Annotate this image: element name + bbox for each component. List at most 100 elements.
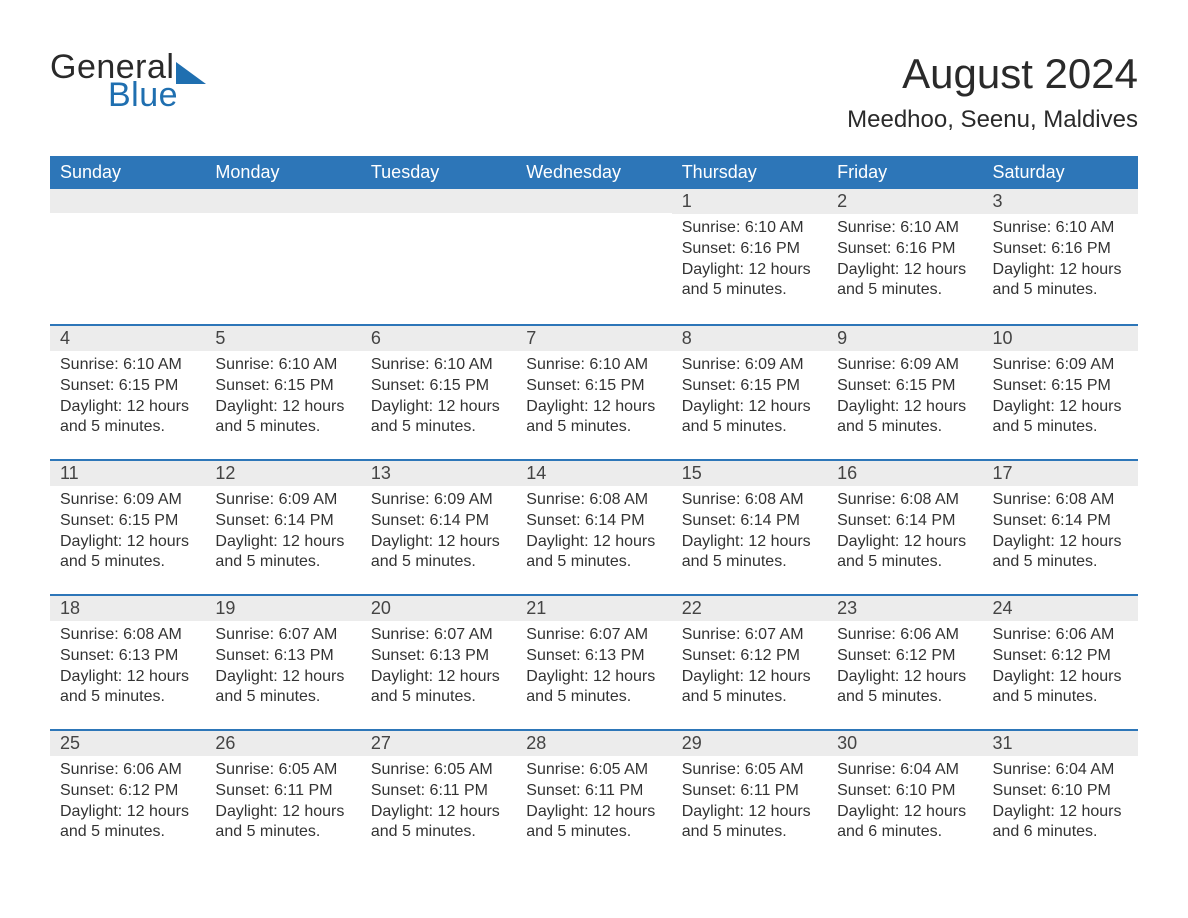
sunrise-text: Sunrise: 6:10 AM <box>837 218 972 239</box>
day-details: Sunrise: 6:08 AMSunset: 6:14 PMDaylight:… <box>827 486 982 579</box>
day-number: 15 <box>672 459 827 486</box>
sunset-text: Sunset: 6:16 PM <box>993 239 1128 260</box>
sunrise-text: Sunrise: 6:06 AM <box>60 760 195 781</box>
day-details: Sunrise: 6:08 AMSunset: 6:14 PMDaylight:… <box>672 486 827 579</box>
calendar-day-cell: 17Sunrise: 6:08 AMSunset: 6:14 PMDayligh… <box>983 459 1138 594</box>
sunrise-text: Sunrise: 6:09 AM <box>993 355 1128 376</box>
sunset-text: Sunset: 6:15 PM <box>371 376 506 397</box>
sunset-text: Sunset: 6:15 PM <box>682 376 817 397</box>
logo-text-blue: Blue <box>108 78 206 112</box>
sunset-text: Sunset: 6:15 PM <box>60 376 195 397</box>
calendar-day-cell: 31Sunrise: 6:04 AMSunset: 6:10 PMDayligh… <box>983 729 1138 864</box>
day-details: Sunrise: 6:05 AMSunset: 6:11 PMDaylight:… <box>516 756 671 849</box>
day-number: 11 <box>50 459 205 486</box>
day-number: 3 <box>983 189 1138 214</box>
empty-day <box>205 189 360 213</box>
sunrise-text: Sunrise: 6:08 AM <box>526 490 661 511</box>
daylight-text: Daylight: 12 hours and 5 minutes. <box>371 397 506 439</box>
calendar-day-cell: 13Sunrise: 6:09 AMSunset: 6:14 PMDayligh… <box>361 459 516 594</box>
calendar-week-row: 1Sunrise: 6:10 AMSunset: 6:16 PMDaylight… <box>50 189 1138 324</box>
empty-day <box>361 189 516 213</box>
calendar-week-row: 18Sunrise: 6:08 AMSunset: 6:13 PMDayligh… <box>50 594 1138 729</box>
sunrise-text: Sunrise: 6:10 AM <box>215 355 350 376</box>
calendar-day-cell: 30Sunrise: 6:04 AMSunset: 6:10 PMDayligh… <box>827 729 982 864</box>
sunset-text: Sunset: 6:16 PM <box>682 239 817 260</box>
title-block: August 2024 Meedhoo, Seenu, Maldives <box>847 50 1138 134</box>
day-details: Sunrise: 6:07 AMSunset: 6:13 PMDaylight:… <box>205 621 360 714</box>
day-number: 9 <box>827 324 982 351</box>
daylight-text: Daylight: 12 hours and 5 minutes. <box>993 667 1128 709</box>
day-details: Sunrise: 6:09 AMSunset: 6:15 PMDaylight:… <box>50 486 205 579</box>
daylight-text: Daylight: 12 hours and 5 minutes. <box>682 667 817 709</box>
daylight-text: Daylight: 12 hours and 5 minutes. <box>837 532 972 574</box>
daylight-text: Daylight: 12 hours and 5 minutes. <box>60 667 195 709</box>
calendar-day-cell: 27Sunrise: 6:05 AMSunset: 6:11 PMDayligh… <box>361 729 516 864</box>
daylight-text: Daylight: 12 hours and 5 minutes. <box>526 397 661 439</box>
sunset-text: Sunset: 6:10 PM <box>993 781 1128 802</box>
sunset-text: Sunset: 6:15 PM <box>60 511 195 532</box>
sunset-text: Sunset: 6:14 PM <box>526 511 661 532</box>
sunset-text: Sunset: 6:13 PM <box>215 646 350 667</box>
day-details: Sunrise: 6:05 AMSunset: 6:11 PMDaylight:… <box>205 756 360 849</box>
weekday-header: Tuesday <box>361 156 516 189</box>
day-details: Sunrise: 6:08 AMSunset: 6:14 PMDaylight:… <box>516 486 671 579</box>
day-details: Sunrise: 6:06 AMSunset: 6:12 PMDaylight:… <box>983 621 1138 714</box>
sunrise-text: Sunrise: 6:07 AM <box>526 625 661 646</box>
calendar-week-row: 25Sunrise: 6:06 AMSunset: 6:12 PMDayligh… <box>50 729 1138 864</box>
day-details: Sunrise: 6:09 AMSunset: 6:14 PMDaylight:… <box>205 486 360 579</box>
sunset-text: Sunset: 6:12 PM <box>682 646 817 667</box>
sunrise-text: Sunrise: 6:09 AM <box>215 490 350 511</box>
sunset-text: Sunset: 6:16 PM <box>837 239 972 260</box>
daylight-text: Daylight: 12 hours and 5 minutes. <box>526 532 661 574</box>
sunrise-text: Sunrise: 6:05 AM <box>682 760 817 781</box>
sunrise-text: Sunrise: 6:06 AM <box>993 625 1128 646</box>
day-details: Sunrise: 6:08 AMSunset: 6:14 PMDaylight:… <box>983 486 1138 579</box>
day-number: 16 <box>827 459 982 486</box>
weekday-header: Saturday <box>983 156 1138 189</box>
daylight-text: Daylight: 12 hours and 5 minutes. <box>371 532 506 574</box>
calendar-day-cell: 15Sunrise: 6:08 AMSunset: 6:14 PMDayligh… <box>672 459 827 594</box>
daylight-text: Daylight: 12 hours and 5 minutes. <box>682 260 817 302</box>
calendar-table: Sunday Monday Tuesday Wednesday Thursday… <box>50 156 1138 864</box>
day-number: 6 <box>361 324 516 351</box>
calendar-day-cell <box>205 189 360 324</box>
calendar-day-cell: 11Sunrise: 6:09 AMSunset: 6:15 PMDayligh… <box>50 459 205 594</box>
empty-day <box>516 189 671 213</box>
daylight-text: Daylight: 12 hours and 5 minutes. <box>526 667 661 709</box>
calendar-day-cell: 3Sunrise: 6:10 AMSunset: 6:16 PMDaylight… <box>983 189 1138 324</box>
weekday-header: Thursday <box>672 156 827 189</box>
daylight-text: Daylight: 12 hours and 6 minutes. <box>837 802 972 844</box>
calendar-day-cell: 24Sunrise: 6:06 AMSunset: 6:12 PMDayligh… <box>983 594 1138 729</box>
sunset-text: Sunset: 6:11 PM <box>526 781 661 802</box>
day-number: 21 <box>516 594 671 621</box>
calendar-day-cell <box>516 189 671 324</box>
day-number: 5 <box>205 324 360 351</box>
daylight-text: Daylight: 12 hours and 6 minutes. <box>993 802 1128 844</box>
sunset-text: Sunset: 6:14 PM <box>215 511 350 532</box>
day-number: 17 <box>983 459 1138 486</box>
calendar-day-cell <box>361 189 516 324</box>
sunset-text: Sunset: 6:14 PM <box>837 511 972 532</box>
weekday-header: Wednesday <box>516 156 671 189</box>
calendar-week-row: 4Sunrise: 6:10 AMSunset: 6:15 PMDaylight… <box>50 324 1138 459</box>
day-details: Sunrise: 6:08 AMSunset: 6:13 PMDaylight:… <box>50 621 205 714</box>
day-number: 31 <box>983 729 1138 756</box>
calendar-day-cell: 21Sunrise: 6:07 AMSunset: 6:13 PMDayligh… <box>516 594 671 729</box>
calendar-day-cell: 16Sunrise: 6:08 AMSunset: 6:14 PMDayligh… <box>827 459 982 594</box>
sunset-text: Sunset: 6:12 PM <box>60 781 195 802</box>
day-details: Sunrise: 6:10 AMSunset: 6:15 PMDaylight:… <box>516 351 671 444</box>
daylight-text: Daylight: 12 hours and 5 minutes. <box>215 667 350 709</box>
day-number: 26 <box>205 729 360 756</box>
day-number: 27 <box>361 729 516 756</box>
day-number: 18 <box>50 594 205 621</box>
daylight-text: Daylight: 12 hours and 5 minutes. <box>837 397 972 439</box>
calendar-day-cell: 28Sunrise: 6:05 AMSunset: 6:11 PMDayligh… <box>516 729 671 864</box>
calendar-week-row: 11Sunrise: 6:09 AMSunset: 6:15 PMDayligh… <box>50 459 1138 594</box>
day-number: 19 <box>205 594 360 621</box>
day-details: Sunrise: 6:06 AMSunset: 6:12 PMDaylight:… <box>827 621 982 714</box>
sunset-text: Sunset: 6:11 PM <box>682 781 817 802</box>
day-number: 30 <box>827 729 982 756</box>
day-number: 23 <box>827 594 982 621</box>
day-details: Sunrise: 6:10 AMSunset: 6:15 PMDaylight:… <box>50 351 205 444</box>
daylight-text: Daylight: 12 hours and 5 minutes. <box>682 397 817 439</box>
